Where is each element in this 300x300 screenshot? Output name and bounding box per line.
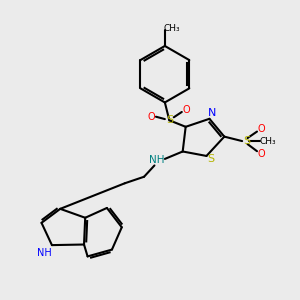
Text: CH₃: CH₃ <box>163 24 180 33</box>
Text: O: O <box>257 148 265 159</box>
Text: CH₃: CH₃ <box>260 136 277 146</box>
Text: NH: NH <box>37 248 52 257</box>
Text: S: S <box>166 115 173 125</box>
Text: O: O <box>182 105 190 115</box>
Text: S: S <box>243 136 250 146</box>
Text: O: O <box>257 124 265 134</box>
Text: O: O <box>147 112 155 122</box>
Text: N: N <box>208 108 217 118</box>
Text: S: S <box>207 154 214 164</box>
Text: NH: NH <box>149 155 164 165</box>
